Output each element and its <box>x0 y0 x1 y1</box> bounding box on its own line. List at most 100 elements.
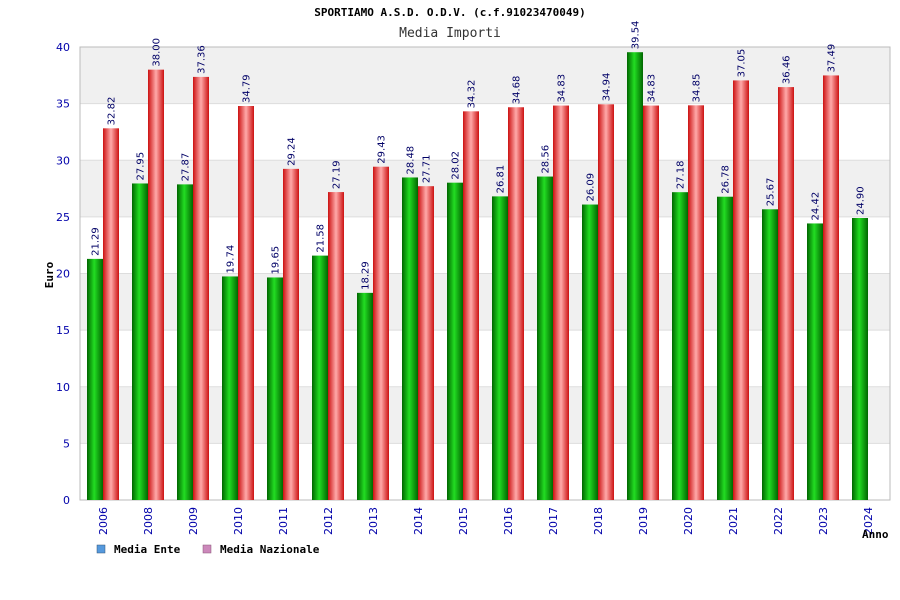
x-tick-label: 2022 <box>772 507 785 535</box>
data-label: 26.81 <box>496 165 507 194</box>
data-label: 27.87 <box>181 153 192 182</box>
legend: Media Ente Media Nazionale <box>96 543 320 556</box>
bar-media-ente <box>87 258 103 500</box>
data-label: 34.85 <box>692 74 703 103</box>
y-tick-label: 40 <box>56 41 70 54</box>
bar-media-nazionale <box>283 168 299 500</box>
bar-media-nazionale <box>103 128 119 500</box>
x-tick-label: 2006 <box>97 507 110 535</box>
bar-media-ente <box>222 276 238 500</box>
data-label: 19.74 <box>226 245 237 274</box>
bar-media-ente <box>177 184 193 500</box>
bar-media-ente <box>492 196 508 500</box>
bar-media-ente <box>807 223 823 501</box>
x-tick-label: 2015 <box>457 507 470 535</box>
data-label: 27.19 <box>332 160 343 189</box>
y-axis-ticks: 0 5 10 15 20 25 30 35 40 <box>56 41 70 507</box>
data-label: 38.00 <box>152 38 163 67</box>
plot-frame <box>79 46 891 501</box>
x-tick-label: 2021 <box>727 507 740 535</box>
bar-media-nazionale <box>553 105 569 501</box>
bar-media-ente <box>582 204 598 500</box>
data-label: 37.05 <box>737 49 748 78</box>
grid-band <box>80 443 890 500</box>
y-tick-label: 10 <box>56 381 70 394</box>
bar-media-nazionale <box>373 166 389 500</box>
data-label: 34.32 <box>467 80 478 109</box>
x-tick-label: 2014 <box>412 507 425 535</box>
bar-media-nazionale <box>733 80 749 500</box>
chart-title: SPORTIAMO A.S.D. O.D.V. (c.f.91023470049… <box>314 6 586 19</box>
grid-band <box>80 103 890 161</box>
bar-media-ente <box>537 176 553 501</box>
x-tick-label: 2018 <box>592 507 605 535</box>
data-label: 28.48 <box>406 146 417 175</box>
x-tick-label: 2020 <box>682 507 695 535</box>
y-tick-label: 5 <box>63 437 70 450</box>
bar-media-nazionale <box>418 186 434 500</box>
bar-media-ente <box>312 255 328 500</box>
bar-media-ente <box>267 277 283 500</box>
bars: 21.29 32.82 27.95 38.00 27.87 37.36 19.74 34.79… <box>87 21 868 501</box>
bar-media-nazionale <box>778 87 794 500</box>
legend-swatch-media-nazionale <box>202 544 212 554</box>
x-tick-label: 2009 <box>187 507 200 535</box>
x-tick-label: 2019 <box>637 507 650 535</box>
data-label: 21.58 <box>316 224 327 253</box>
data-label: 26.78 <box>721 165 732 194</box>
data-label: 18.29 <box>361 261 372 290</box>
x-tick-label: 2008 <box>142 507 155 535</box>
data-label: 27.95 <box>136 152 147 181</box>
bar-media-ente <box>132 183 148 500</box>
legend-swatch-media-ente <box>96 544 106 554</box>
data-label: 37.49 <box>827 44 838 73</box>
data-label: 37.36 <box>197 45 208 74</box>
bar-media-ente <box>717 196 733 501</box>
data-label: 32.82 <box>107 97 118 126</box>
data-label: 34.79 <box>242 74 253 103</box>
bar-media-nazionale <box>688 105 704 500</box>
grid-band <box>80 273 890 331</box>
x-tick-label: 2010 <box>232 507 245 535</box>
y-tick-label: 25 <box>56 211 70 224</box>
bar-media-ente <box>357 292 373 500</box>
data-label: 26.09 <box>586 173 597 202</box>
data-label: 19.65 <box>271 246 282 275</box>
x-tick-label: 2024 <box>862 507 875 535</box>
x-tick-label: 2012 <box>322 507 335 535</box>
x-tick-label: 2011 <box>277 507 290 535</box>
x-axis-ticks: 2006 2008 2009 2010 2011 2012 2013 2014 2015 2016… <box>97 507 875 535</box>
bar-media-ente <box>852 218 868 500</box>
data-label: 29.43 <box>377 135 388 164</box>
grid-band <box>80 330 890 387</box>
y-tick-label: 0 <box>63 494 70 507</box>
grid-band <box>80 386 890 444</box>
y-tick-label: 35 <box>56 98 70 111</box>
data-label: 28.56 <box>541 145 552 174</box>
bar-media-nazionale <box>328 192 344 501</box>
bar-media-nazionale <box>148 69 164 501</box>
bar-media-ente <box>627 52 643 500</box>
bar-media-nazionale <box>508 107 524 501</box>
data-label: 34.83 <box>647 74 658 103</box>
grid-band <box>80 216 890 274</box>
chart-subtitle: Media Importi <box>399 26 501 41</box>
legend-label-media-ente: Media Ente <box>114 543 181 556</box>
data-label: 21.29 <box>91 227 102 256</box>
y-tick-label: 30 <box>56 154 70 167</box>
data-label: 39.54 <box>631 21 642 50</box>
x-axis-label: Anno <box>862 528 889 541</box>
bar-media-ente <box>402 177 418 501</box>
y-tick-label: 20 <box>56 268 70 281</box>
x-tick-label: 2023 <box>817 507 830 535</box>
grid-band <box>80 47 890 104</box>
plot-background <box>79 46 891 501</box>
y-tick-label: 15 <box>56 324 70 337</box>
legend-label-media-nazionale: Media Nazionale <box>220 543 320 556</box>
bar-media-nazionale <box>823 75 839 500</box>
data-label: 34.94 <box>602 73 613 102</box>
grid-band <box>80 160 890 217</box>
bar-media-nazionale <box>643 105 659 501</box>
bar-media-nazionale <box>463 111 479 501</box>
data-label: 34.68 <box>512 76 523 105</box>
